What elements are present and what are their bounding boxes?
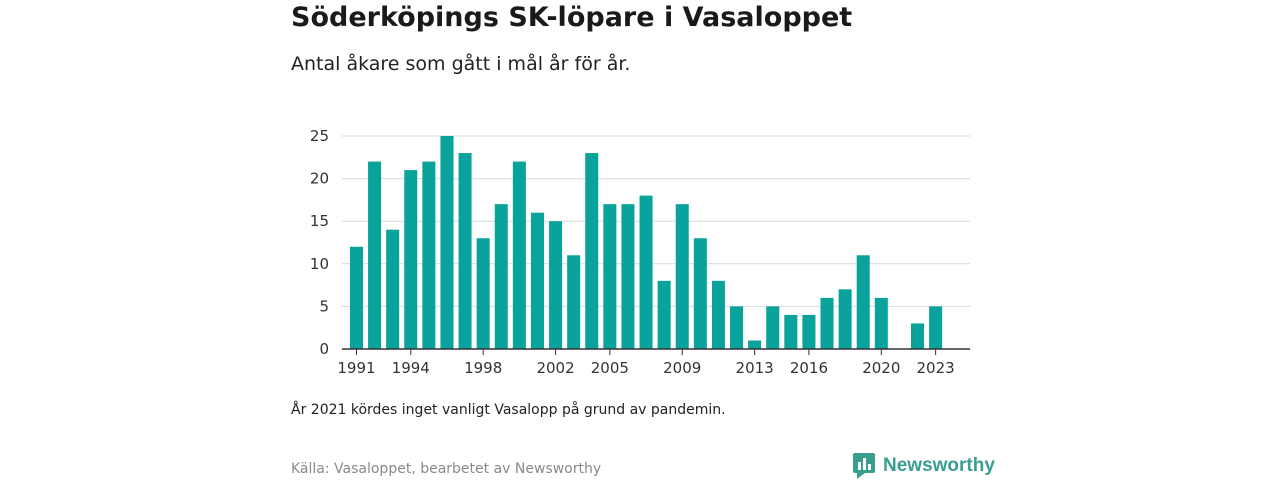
chart-subtitle: Antal åkare som gått i mål år för år. [291,53,631,75]
bar [675,204,689,349]
bar [349,246,363,349]
bar [458,153,472,349]
x-tick-label: 1998 [464,359,502,377]
chart-title: Söderköpings SK-löpare i Vasaloppet [291,2,853,33]
x-tick-label: 1991 [337,359,375,377]
bar [386,229,400,349]
y-tick-label: 10 [310,255,329,273]
x-tick-label: 2005 [591,359,629,377]
bar [802,314,816,349]
bar [530,212,544,349]
bar [929,306,943,349]
bar [639,195,653,349]
bar [748,340,762,349]
bar [693,238,707,349]
bar [585,153,599,349]
x-tick-label: 2023 [917,359,955,377]
bar [766,306,780,349]
x-tick-label: 2016 [790,359,828,377]
y-tick-label: 20 [310,170,329,188]
brand-name: Newsworthy [883,455,995,476]
chart-footnote: År 2021 kördes inget vanligt Vasalopp på… [291,402,726,418]
bar [820,297,834,349]
x-tick-label: 1994 [392,359,430,377]
bar [440,136,454,349]
bar [730,306,744,349]
x-tick-label: 2013 [736,359,774,377]
bar [838,289,852,349]
bar [549,221,563,349]
x-tick-label: 2002 [536,359,574,377]
bar [476,238,490,349]
bar [512,161,526,349]
bar [494,204,508,349]
bar [368,161,382,349]
bar [603,204,617,349]
bar [404,170,418,349]
bar [657,280,671,349]
bar [422,161,436,349]
newsworthy-logo-icon [853,453,875,479]
bar [621,204,635,349]
bar [874,297,888,349]
bar [911,323,925,349]
bar [711,280,725,349]
bar [784,314,798,349]
newsworthy-brand[interactable]: Newsworthy [853,453,995,479]
source-credit: Källa: Vasaloppet, bearbetet av Newswort… [291,461,602,477]
bar-chart: 0 5 10 15 20 25 1991 1994 1998 2002 2005 2009 2013 20… [310,127,970,377]
x-tick-label: 2009 [663,359,701,377]
y-tick-label: 15 [310,212,329,230]
x-tick-label: 2020 [862,359,900,377]
bar [567,255,581,349]
bar [856,255,870,349]
y-tick-label: 0 [319,340,329,358]
y-tick-label: 5 [319,297,329,315]
y-tick-label: 25 [310,127,329,145]
